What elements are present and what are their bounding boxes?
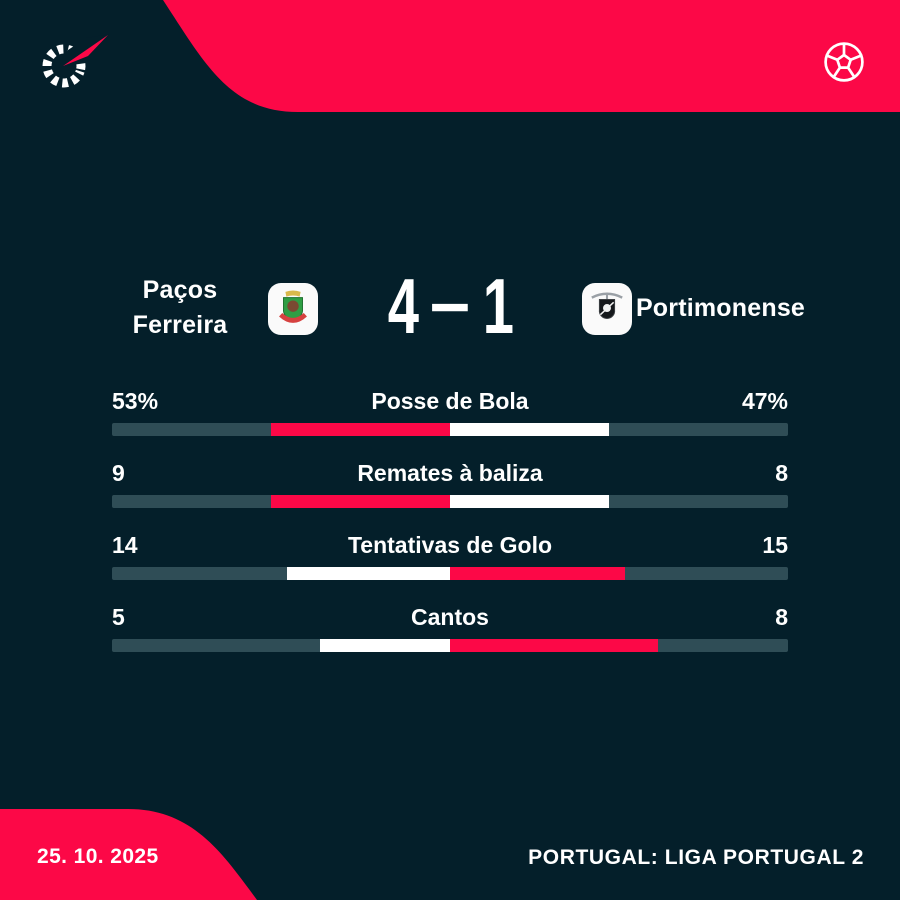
home-bar-segment: [320, 639, 450, 652]
away-stat-value: 8: [775, 604, 788, 630]
stat-row: 5 Cantos 8: [112, 604, 788, 652]
home-stat-value: 5: [112, 604, 125, 630]
bottom-band: [0, 809, 257, 900]
home-bar-segment: [270, 423, 450, 436]
away-stat-value: 8: [775, 460, 788, 486]
stat-bar: [112, 423, 788, 436]
match-date: 25. 10. 2025: [37, 845, 159, 868]
home-stat-value: 53%: [112, 388, 159, 414]
home-stat-value: 9: [112, 460, 125, 486]
flashscore-logo-icon: [42, 34, 110, 88]
stat-labels: 53% Posse de Bola 47%: [112, 388, 788, 417]
league-name: PORTUGAL: LIGA PORTUGAL 2: [528, 846, 864, 869]
away-team-crest: [582, 283, 632, 335]
stat-label: Cantos: [411, 604, 489, 630]
home-bar-segment: [286, 567, 450, 580]
stat-labels: 5 Cantos 8: [112, 604, 788, 633]
stat-labels: 14 Tentativas de Golo 15: [112, 532, 788, 561]
stat-label: Posse de Bola: [371, 388, 529, 414]
soccer-ball-icon: [824, 42, 864, 82]
stat-labels: 9 Remates à baliza 8: [112, 460, 788, 489]
stat-bar: [112, 567, 788, 580]
away-stat-value: 47%: [741, 388, 788, 414]
away-bar-segment: [450, 567, 625, 580]
away-team-name: Portimonense: [635, 293, 806, 322]
away-bar-segment: [450, 423, 609, 436]
away-bar-segment: [450, 495, 610, 508]
score-separator: -: [426, 268, 474, 338]
stat-label: Tentativas de Golo: [347, 532, 553, 558]
stat-row: 9 Remates à baliza 8: [112, 460, 788, 508]
stat-row: 14 Tentativas de Golo 15: [112, 532, 788, 580]
home-bar-segment: [271, 495, 450, 508]
home-score: 4: [387, 261, 418, 350]
score: 4 - 1: [330, 262, 570, 350]
portimonense-crest-icon: [591, 292, 623, 319]
home-team-crest: [268, 283, 318, 335]
away-bar-segment: [450, 639, 658, 652]
away-score: 1: [482, 261, 514, 350]
away-stat-value: 15: [762, 532, 788, 558]
stat-bar: [112, 495, 788, 508]
stat-bar: [112, 639, 788, 652]
stat-row: 53% Posse de Bola 47%: [112, 388, 788, 436]
top-band: [163, 0, 900, 112]
stat-label: Remates à baliza: [357, 460, 543, 486]
home-team-name: Paços Ferreira: [132, 276, 228, 339]
home-stat-value: 14: [112, 532, 138, 558]
stats-list: 53% Posse de Bola 47% 9 Remates à baliza…: [112, 388, 788, 676]
pacos-ferreira-crest-icon: [279, 290, 307, 323]
